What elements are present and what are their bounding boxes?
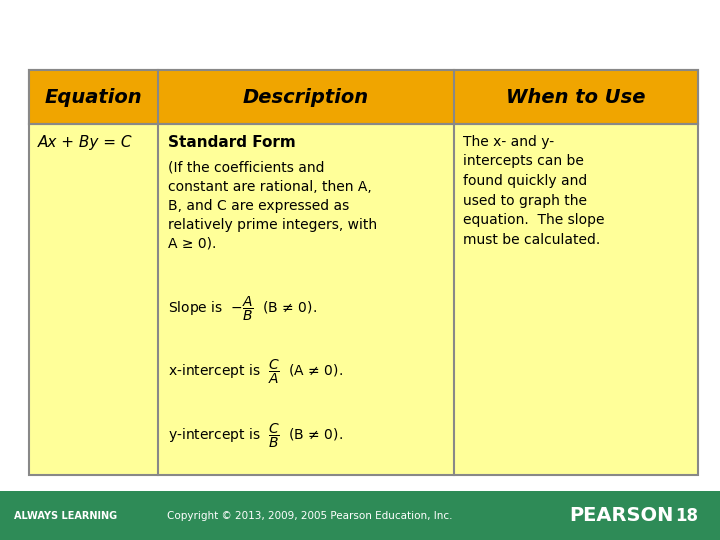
Text: Ax + By = C: Ax + By = C — [38, 135, 132, 150]
Text: y-intercept is  $\dfrac{C}{B}$  (B ≠ 0).: y-intercept is $\dfrac{C}{B}$ (B ≠ 0). — [168, 422, 343, 450]
Text: (If the coefficients and
constant are rational, then A,
B, and C are expressed a: (If the coefficients and constant are ra… — [168, 161, 377, 251]
Text: Slope is  $-\dfrac{A}{B}$  (B ≠ 0).: Slope is $-\dfrac{A}{B}$ (B ≠ 0). — [168, 294, 317, 322]
Text: Standard Form: Standard Form — [168, 135, 295, 150]
Text: When to Use: When to Use — [506, 87, 646, 107]
Text: The x- and y-
intercepts can be
found quickly and
used to graph the
equation.  T: The x- and y- intercepts can be found qu… — [463, 135, 605, 246]
Text: Equation: Equation — [45, 87, 143, 107]
Text: Description: Description — [243, 87, 369, 107]
Text: Copyright © 2013, 2009, 2005 Pearson Education, Inc.: Copyright © 2013, 2009, 2005 Pearson Edu… — [167, 511, 452, 521]
Text: 18: 18 — [675, 507, 698, 525]
Text: PEARSON: PEARSON — [569, 506, 673, 525]
Bar — [0, 491, 720, 540]
Text: x-intercept is  $\dfrac{C}{A}$  (A ≠ 0).: x-intercept is $\dfrac{C}{A}$ (A ≠ 0). — [168, 358, 343, 386]
Text: ALWAYS LEARNING: ALWAYS LEARNING — [14, 511, 117, 521]
Bar — [29, 70, 698, 475]
Bar — [29, 70, 698, 124]
